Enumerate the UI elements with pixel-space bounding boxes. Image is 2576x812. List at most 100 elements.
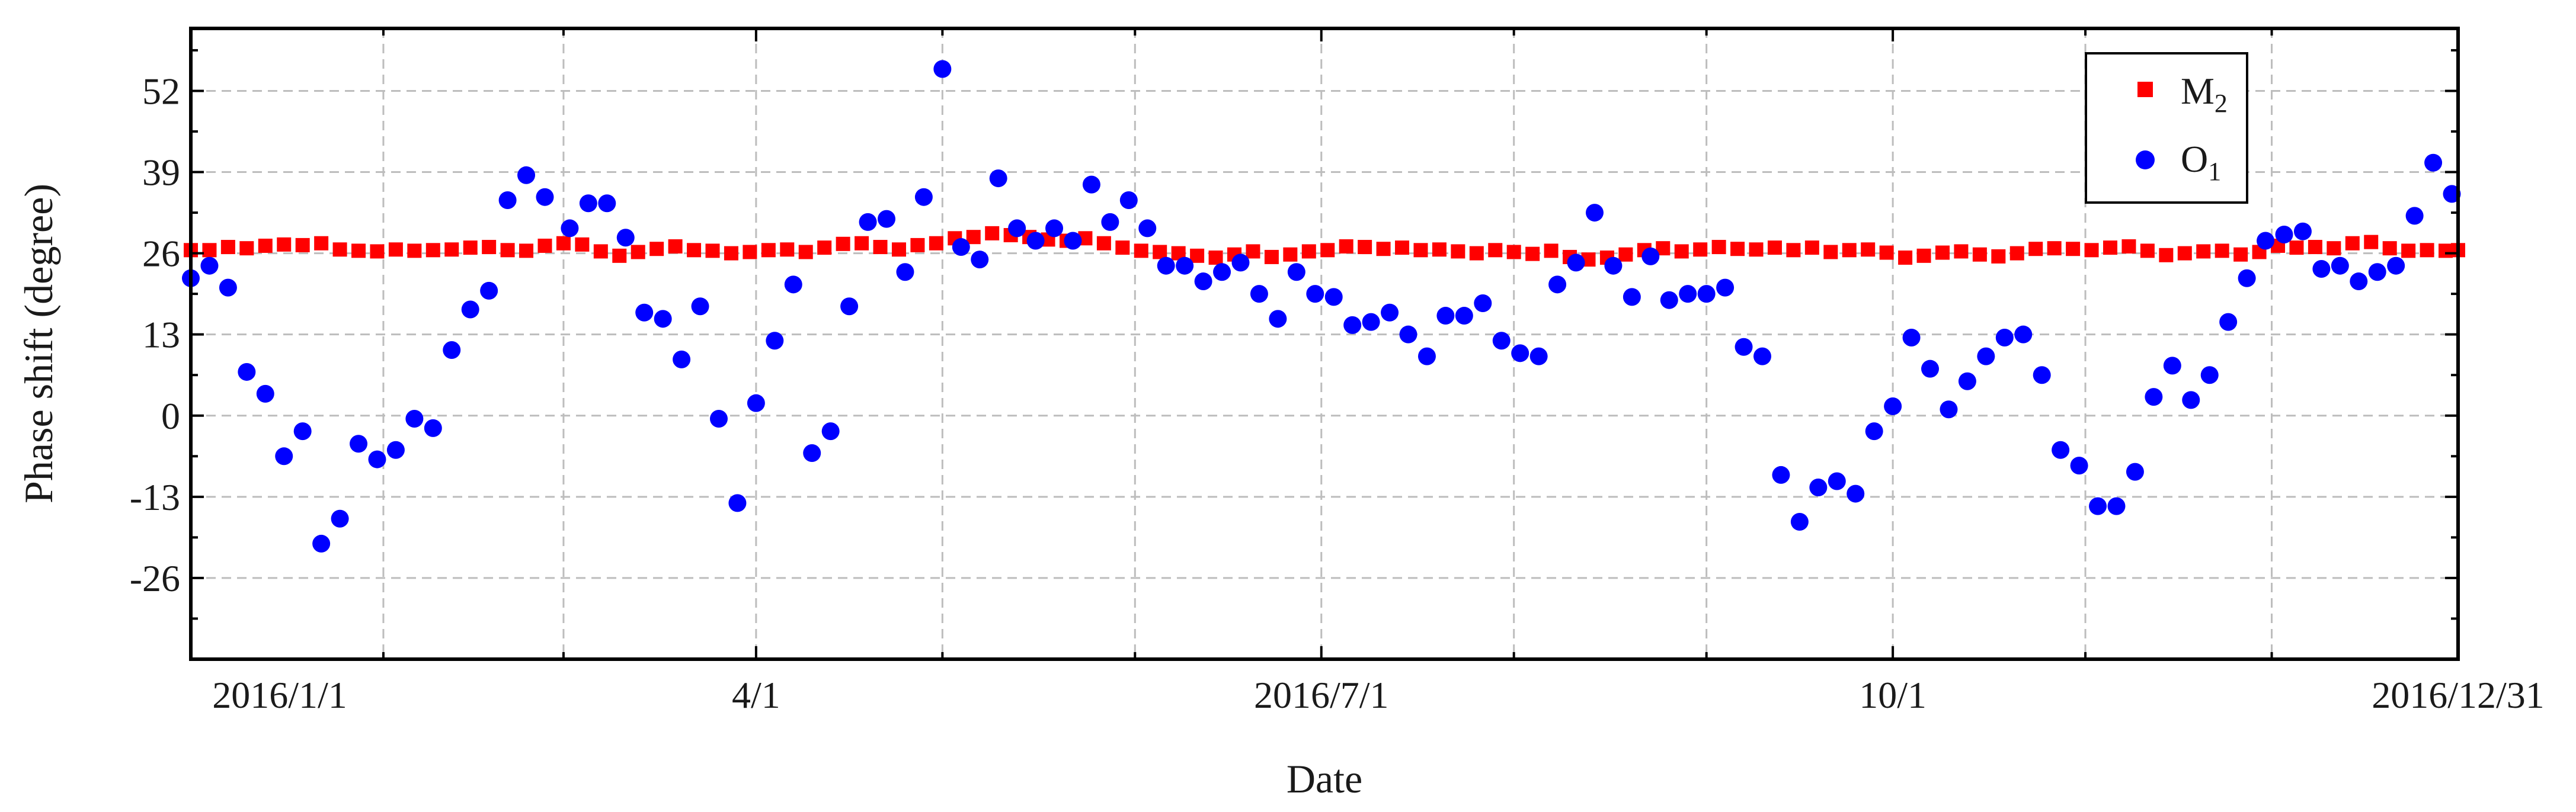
point-o1 [747,394,765,412]
point-o1 [2350,272,2368,291]
point-o1 [1082,175,1100,194]
y-tick-label: 52 [142,70,180,112]
point-m2 [1861,242,1876,257]
point-m2 [1283,247,1298,262]
point-o1 [517,166,536,184]
point-o1 [2331,256,2349,275]
legend-box [2085,52,2248,204]
point-m2 [817,240,832,255]
point-m2 [537,238,552,253]
y-tick-label: 0 [161,395,180,437]
point-m2 [1488,243,1503,258]
point-o1 [386,441,405,459]
point-o1 [1529,347,1548,365]
point-o1 [2089,497,2107,515]
y-axis-title: Phase shift (degree) [16,184,61,503]
point-o1 [1641,247,1660,265]
point-m2 [388,242,403,257]
point-m2 [1376,242,1391,256]
point-o1 [2293,222,2312,240]
point-m2 [407,243,422,258]
point-o1 [405,410,424,428]
point-m2 [2084,243,2099,258]
point-o1 [2257,232,2275,250]
point-o1 [1045,219,1064,237]
point-o1 [2219,313,2238,331]
point-o1 [1138,219,1157,237]
point-o1 [2014,325,2033,344]
point-m2 [761,243,776,258]
point-m2 [2420,243,2434,258]
y-tick-label: -26 [130,557,180,599]
point-o1 [443,341,461,360]
point-m2 [780,242,795,257]
point-m2 [631,245,645,259]
point-m2 [1898,250,1913,265]
point-m2 [1544,243,1559,258]
point-m2 [463,240,478,255]
point-o1 [2238,269,2256,287]
point-o1 [616,229,635,247]
point-o1 [2163,357,2181,375]
point-o1 [331,509,349,528]
point-m2 [966,230,981,245]
point-m2 [985,226,1000,240]
point-m2 [1153,245,1167,259]
point-m2 [2382,241,2397,256]
point-m2 [500,243,515,258]
point-m2 [1525,246,1540,261]
point-m2 [2289,240,2304,255]
plot-frame [189,27,2460,661]
point-o1 [1231,253,1250,272]
point-o1 [878,210,896,228]
point-m2 [1823,245,1838,259]
point-o1 [1436,307,1455,325]
point-m2 [239,241,254,256]
point-o1 [1921,360,1940,378]
point-m2 [873,240,888,255]
data-marks [182,60,2465,553]
point-o1 [933,60,952,78]
point-m2 [1301,244,1316,259]
point-m2 [855,236,869,251]
point-o1 [2312,259,2331,278]
y-tick-label: 26 [142,233,180,275]
point-m2 [649,242,664,256]
point-o1 [1940,400,1958,419]
point-m2 [1786,243,1801,258]
point-o1 [803,444,821,463]
x-tick-label: 2016/12/31 [2372,674,2545,716]
point-m2 [1842,243,1857,258]
point-o1 [971,251,989,269]
point-o1 [2405,207,2424,225]
point-o1 [1623,288,1641,306]
point-m2 [1749,242,1764,257]
point-m2 [1674,244,1689,259]
point-m2 [277,237,292,252]
point-m2 [2066,242,2081,256]
point-o1 [914,188,933,206]
point-m2 [1208,250,1223,265]
point-m2 [1190,248,1205,263]
point-o1 [2387,256,2405,275]
point-o1 [1362,313,1380,331]
point-o1 [480,281,498,300]
point-m2 [2159,248,2174,262]
point-o1 [840,297,859,316]
point-o1 [896,263,914,281]
point-m2 [444,242,459,257]
point-o1 [1101,213,1119,231]
point-o1 [1753,347,1771,365]
point-o1 [654,310,672,328]
point-o1 [1213,263,1231,281]
point-m2 [202,243,217,258]
point-o1 [1119,191,1138,209]
point-o1 [1194,272,1212,291]
point-m2 [425,243,440,258]
point-o1 [1567,253,1585,272]
point-m2 [1451,244,1465,259]
point-m2 [1693,242,1708,257]
point-m2 [668,239,683,254]
point-o1 [1306,285,1324,303]
